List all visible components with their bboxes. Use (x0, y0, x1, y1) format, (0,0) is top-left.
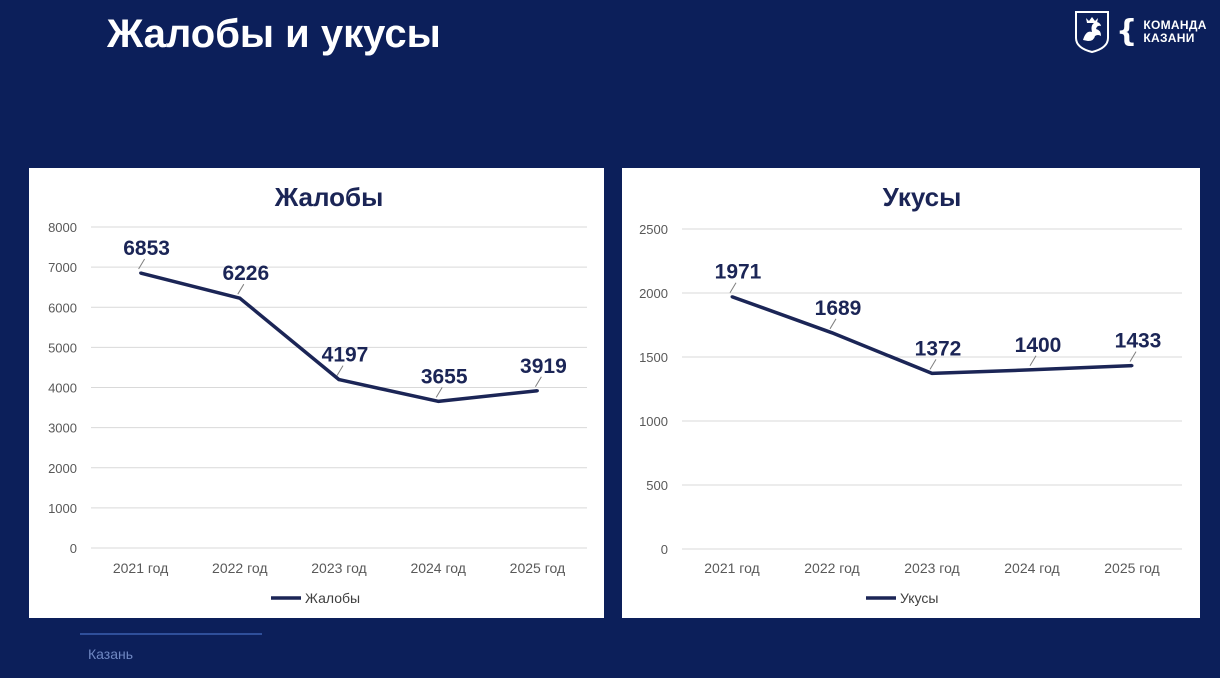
data-point (535, 389, 539, 393)
x-tick-label: 2025 год (510, 560, 565, 576)
data-label: 1433 (1115, 330, 1162, 353)
kazan-coat-of-arms-icon (1075, 11, 1109, 54)
logo-brace-icon: { (1116, 14, 1138, 49)
y-tick-label: 0 (661, 542, 668, 557)
x-tick-label: 2025 год (1104, 560, 1159, 576)
chart-title: Жалобы (274, 182, 384, 212)
logo-text: КОМАНДА КАЗАНИ (1143, 19, 1206, 45)
data-point (1130, 364, 1134, 368)
y-tick-label: 8000 (48, 220, 77, 235)
y-tick-label: 3000 (48, 421, 77, 436)
data-point (1030, 368, 1034, 372)
data-label-leader (1129, 351, 1137, 362)
logo: { КОМАНДА КАЗАНИ (1074, 10, 1207, 54)
data-label-leader (534, 376, 542, 388)
data-label: 1689 (815, 297, 862, 320)
x-tick-label: 2021 год (113, 560, 168, 576)
x-tick-label: 2023 год (311, 560, 366, 576)
data-label-leader (729, 282, 737, 293)
data-label: 4197 (322, 344, 369, 367)
data-label-leader (336, 365, 344, 376)
slide-title: Жалобы и укусы (107, 12, 441, 56)
data-point (337, 378, 341, 382)
data-label: 1971 (715, 261, 762, 284)
series-line (140, 271, 538, 404)
complaints-chart-panel: Жалобы 0 1000 2000 3000 4000 5000 6000 7000 8000 2… (29, 168, 604, 618)
x-tick-label: 2024 год (410, 560, 465, 576)
data-label-leader (435, 387, 443, 398)
logo-line-2: КАЗАНИ (1143, 31, 1195, 45)
series-line (731, 295, 1133, 376)
data-label: 1372 (915, 337, 962, 360)
complaints-chart: Жалобы 0 1000 2000 3000 4000 5000 6000 7000 8000 2… (48, 182, 587, 606)
x-tick-label: 2023 год (904, 560, 959, 576)
x-tick-label: 2021 год (704, 560, 759, 576)
x-tick-label: 2022 год (804, 560, 859, 576)
x-tick-label: 2022 год (212, 560, 267, 576)
y-tick-label: 2500 (639, 222, 668, 237)
data-point (238, 296, 242, 300)
bites-chart: Укусы 0 500 1000 1500 2000 2500 2021 год 2022 го… (639, 182, 1182, 606)
data-point (930, 371, 934, 375)
chart-title: Укусы (883, 182, 962, 212)
y-tick-label: 500 (646, 478, 668, 493)
data-label-leader (237, 283, 245, 295)
y-tick-label: 2000 (639, 286, 668, 301)
data-label: 1400 (1015, 334, 1062, 357)
x-tick-label: 2024 год (1004, 560, 1059, 576)
data-label-leader (1029, 355, 1037, 367)
bites-chart-panel: Укусы 0 500 1000 1500 2000 2500 2021 год 2022 го… (622, 168, 1200, 618)
footer-city: Казань (88, 646, 134, 662)
data-point (139, 271, 143, 275)
y-tick-label: 5000 (48, 340, 77, 355)
y-tick-label: 4000 (48, 381, 77, 396)
y-tick-label: 2000 (48, 461, 77, 476)
data-label-leader (138, 258, 146, 270)
legend-label: Укусы (900, 590, 938, 606)
y-tick-label: 0 (70, 541, 77, 556)
data-label: 6226 (222, 262, 269, 285)
data-label: 6853 (123, 237, 170, 260)
data-point (830, 331, 834, 335)
data-label: 3919 (520, 355, 567, 378)
logo-line-1: КОМАНДА (1143, 18, 1207, 32)
y-tick-label: 1000 (639, 414, 668, 429)
y-tick-label: 7000 (48, 260, 77, 275)
data-label: 3655 (421, 365, 468, 388)
data-label-leader (829, 318, 837, 330)
y-tick-label: 1000 (48, 501, 77, 516)
footer-divider (80, 633, 262, 635)
data-point (436, 399, 440, 403)
data-point (730, 295, 734, 299)
legend-label: Жалобы (305, 590, 360, 606)
y-tick-label: 6000 (48, 300, 77, 315)
data-label-leader (929, 359, 937, 370)
y-tick-label: 1500 (639, 350, 668, 365)
